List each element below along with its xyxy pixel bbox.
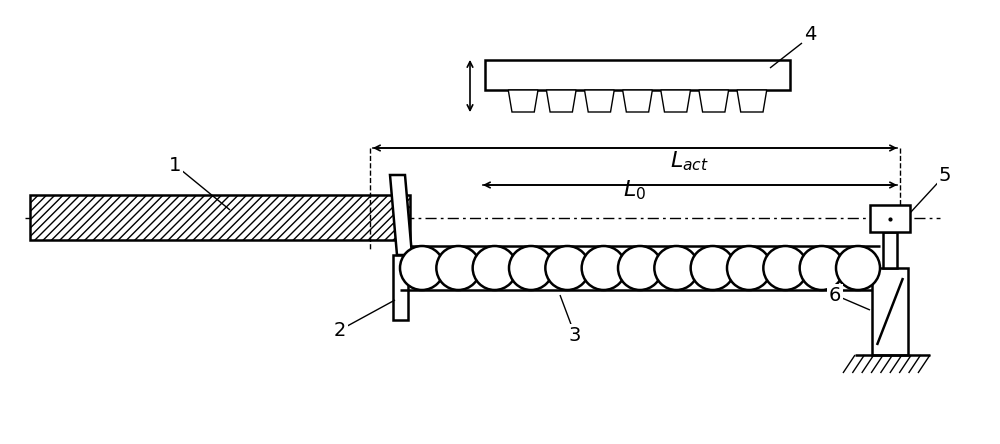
Bar [870, 205, 910, 232]
Circle shape [654, 246, 698, 290]
Polygon shape [508, 90, 538, 112]
Circle shape [691, 246, 735, 290]
Polygon shape [585, 90, 614, 112]
Circle shape [836, 246, 880, 290]
Text: $L_0$: $L_0$ [623, 178, 647, 202]
Bar [485, 60, 790, 90]
Circle shape [436, 246, 480, 290]
Circle shape [582, 246, 626, 290]
Polygon shape [623, 90, 652, 112]
Bar [393, 255, 408, 320]
Circle shape [800, 246, 844, 290]
Circle shape [618, 246, 662, 290]
Text: 6: 6 [829, 285, 841, 305]
Text: 4: 4 [804, 25, 816, 44]
Text: 3: 3 [569, 325, 581, 345]
Text: 2: 2 [334, 321, 346, 340]
Polygon shape [661, 90, 690, 112]
Polygon shape [737, 90, 767, 112]
Circle shape [545, 246, 589, 290]
Circle shape [509, 246, 553, 290]
Circle shape [763, 246, 807, 290]
Polygon shape [699, 90, 729, 112]
Circle shape [400, 246, 444, 290]
Polygon shape [546, 90, 576, 112]
Text: 1: 1 [169, 155, 181, 174]
Bar [30, 195, 410, 240]
Polygon shape [390, 175, 412, 255]
Circle shape [473, 246, 517, 290]
Bar [872, 268, 908, 355]
Text: 5: 5 [939, 166, 951, 185]
Bar [883, 232, 897, 268]
Circle shape [727, 246, 771, 290]
Text: $L_{act}$: $L_{act}$ [670, 149, 710, 173]
